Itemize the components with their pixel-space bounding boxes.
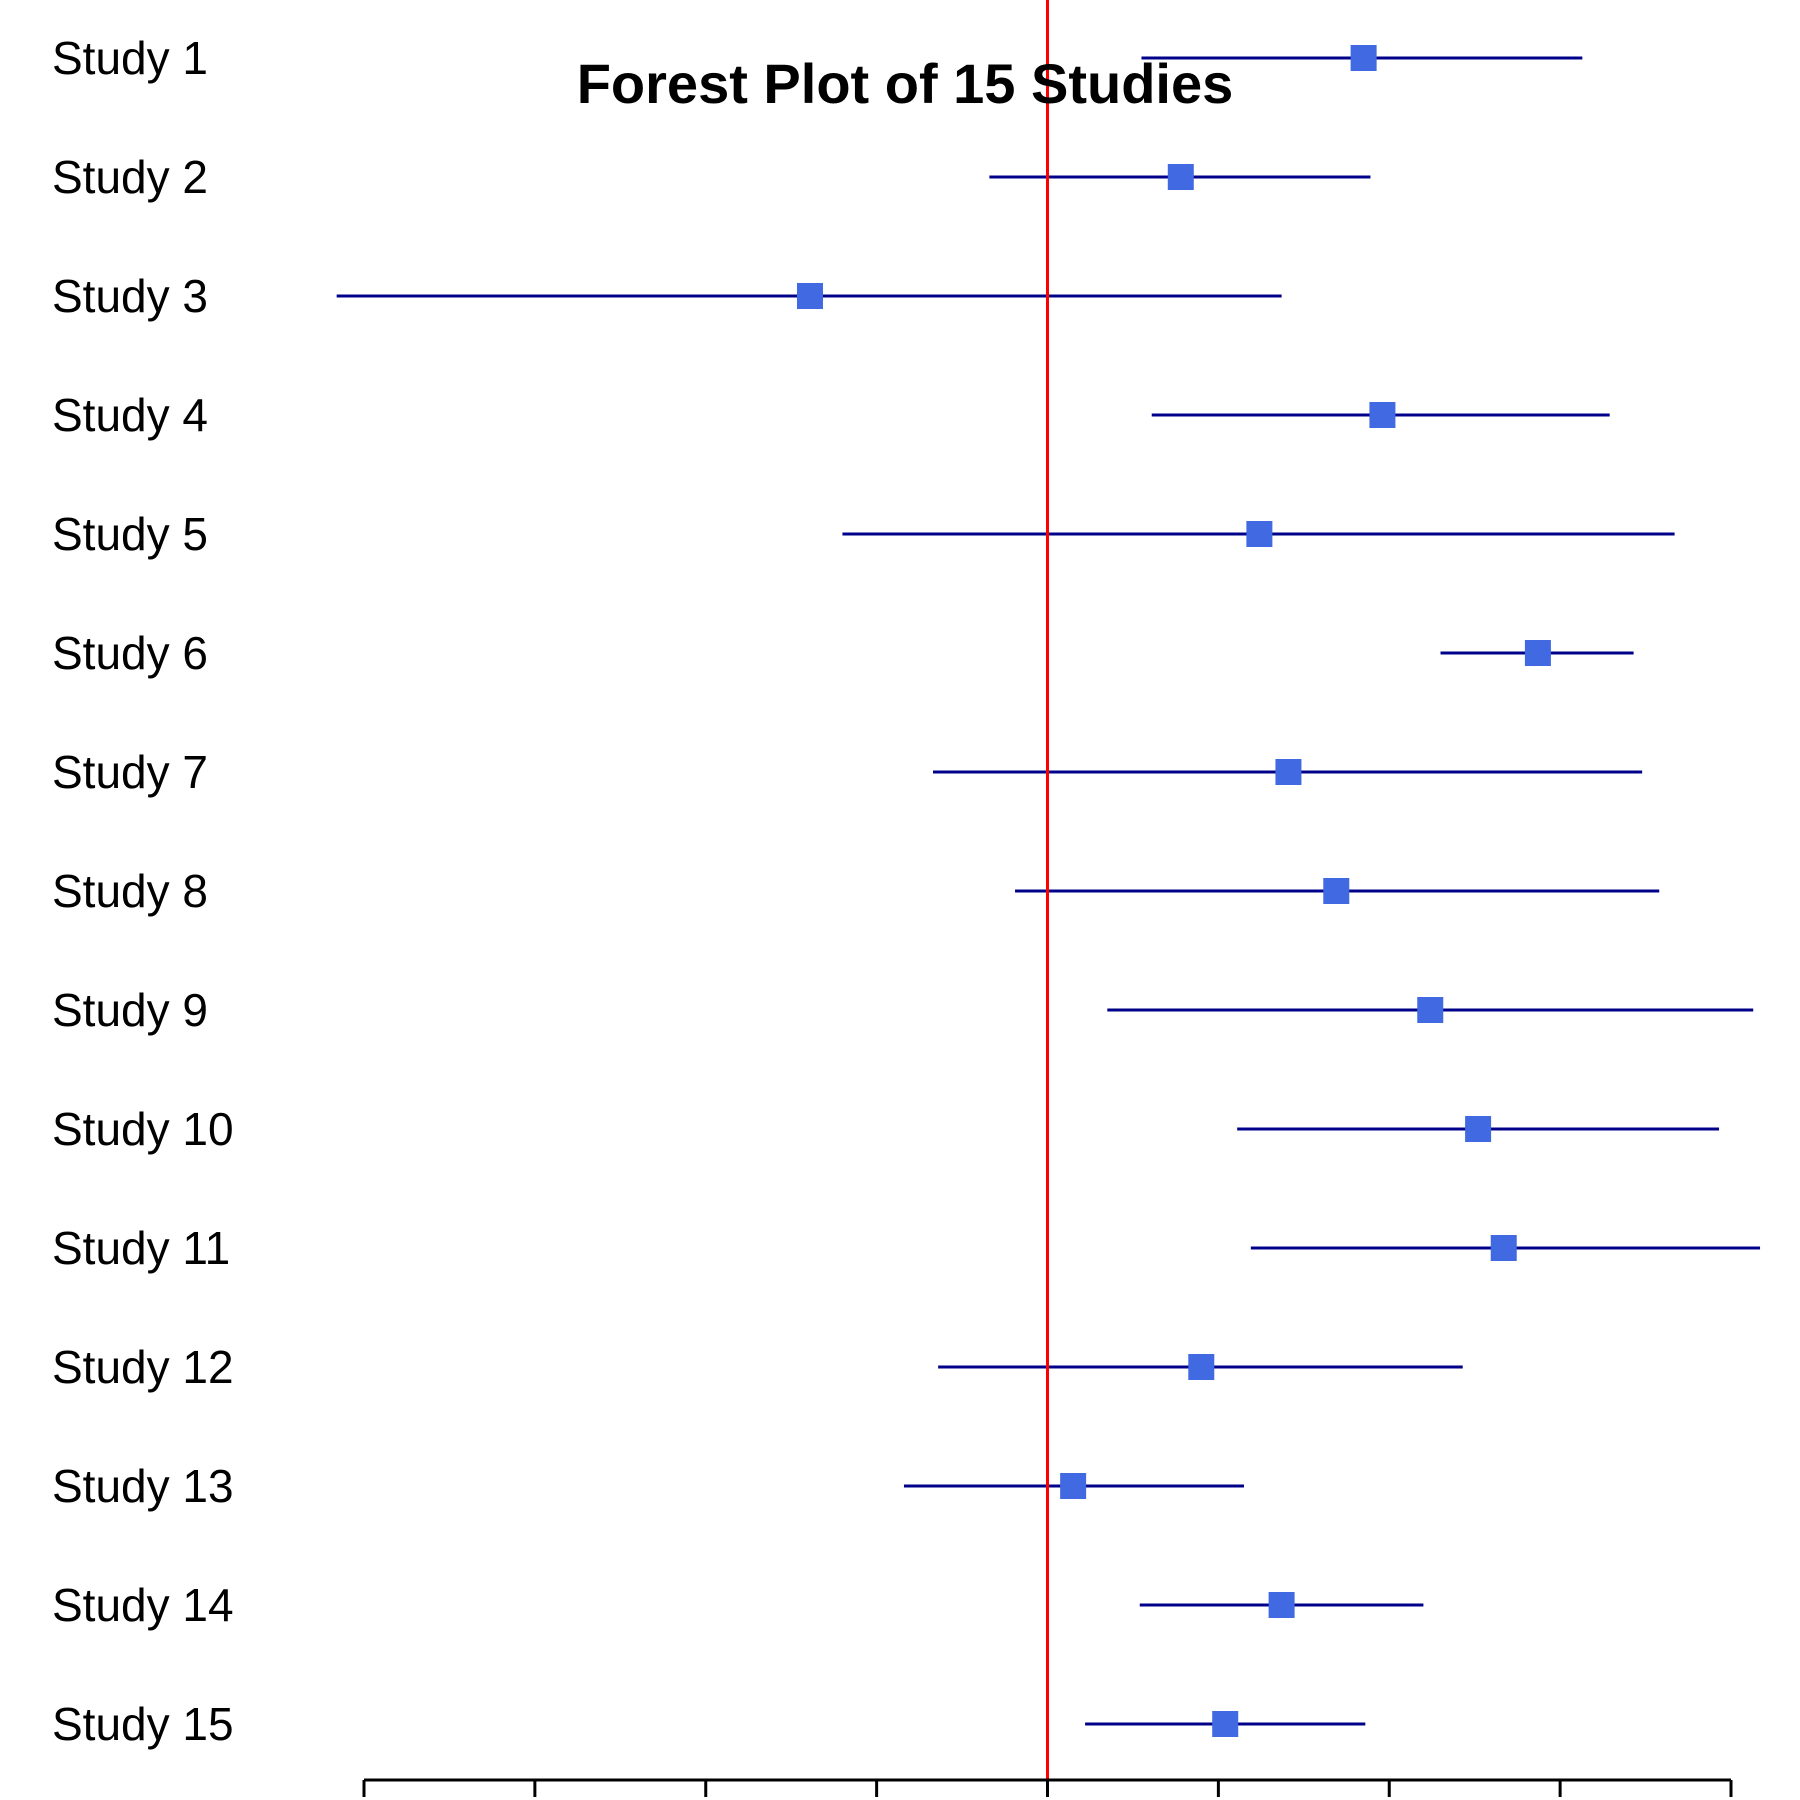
study-label-12: Study 12 — [52, 1341, 234, 1393]
point-estimate-study-8 — [1323, 878, 1350, 904]
x-axis — [362, 1778, 1733, 1797]
point-estimate-study-7 — [1275, 759, 1302, 785]
chart-title: Forest Plot of 15 Studies — [577, 52, 1234, 115]
study-label-4: Study 4 — [52, 389, 208, 441]
study-label-5: Study 5 — [52, 508, 208, 560]
study-label-1: Study 1 — [52, 32, 208, 84]
study-label-14: Study 14 — [52, 1579, 234, 1631]
point-estimate-study-15 — [1212, 1711, 1239, 1737]
point-estimate-study-9 — [1417, 997, 1444, 1023]
point-estimate-study-4 — [1369, 402, 1396, 428]
point-estimate-study-2 — [1167, 164, 1194, 190]
study-labels: Study 1 Study 2 Study 3 Study 4 Study 5 Study… — [52, 32, 234, 1750]
point-estimate-study-10 — [1465, 1116, 1492, 1142]
point-estimate-study-6 — [1524, 640, 1551, 666]
point-estimates — [796, 45, 1551, 1737]
point-estimate-study-3 — [796, 283, 823, 309]
point-estimate-study-1 — [1350, 45, 1377, 71]
study-label-10: Study 10 — [52, 1103, 234, 1155]
point-estimate-study-5 — [1246, 521, 1273, 547]
study-label-2: Study 2 — [52, 151, 208, 203]
point-estimate-study-14 — [1268, 1592, 1295, 1618]
study-label-8: Study 8 — [52, 865, 208, 917]
point-estimate-study-12 — [1188, 1354, 1215, 1380]
study-label-7: Study 7 — [52, 746, 208, 798]
study-label-15: Study 15 — [52, 1698, 234, 1750]
study-label-3: Study 3 — [52, 270, 208, 322]
study-label-9: Study 9 — [52, 984, 208, 1036]
study-label-6: Study 6 — [52, 627, 208, 679]
point-estimate-study-11 — [1490, 1235, 1517, 1261]
point-estimate-study-13 — [1060, 1473, 1087, 1499]
study-label-13: Study 13 — [52, 1460, 234, 1512]
study-label-11: Study 11 — [52, 1222, 230, 1274]
